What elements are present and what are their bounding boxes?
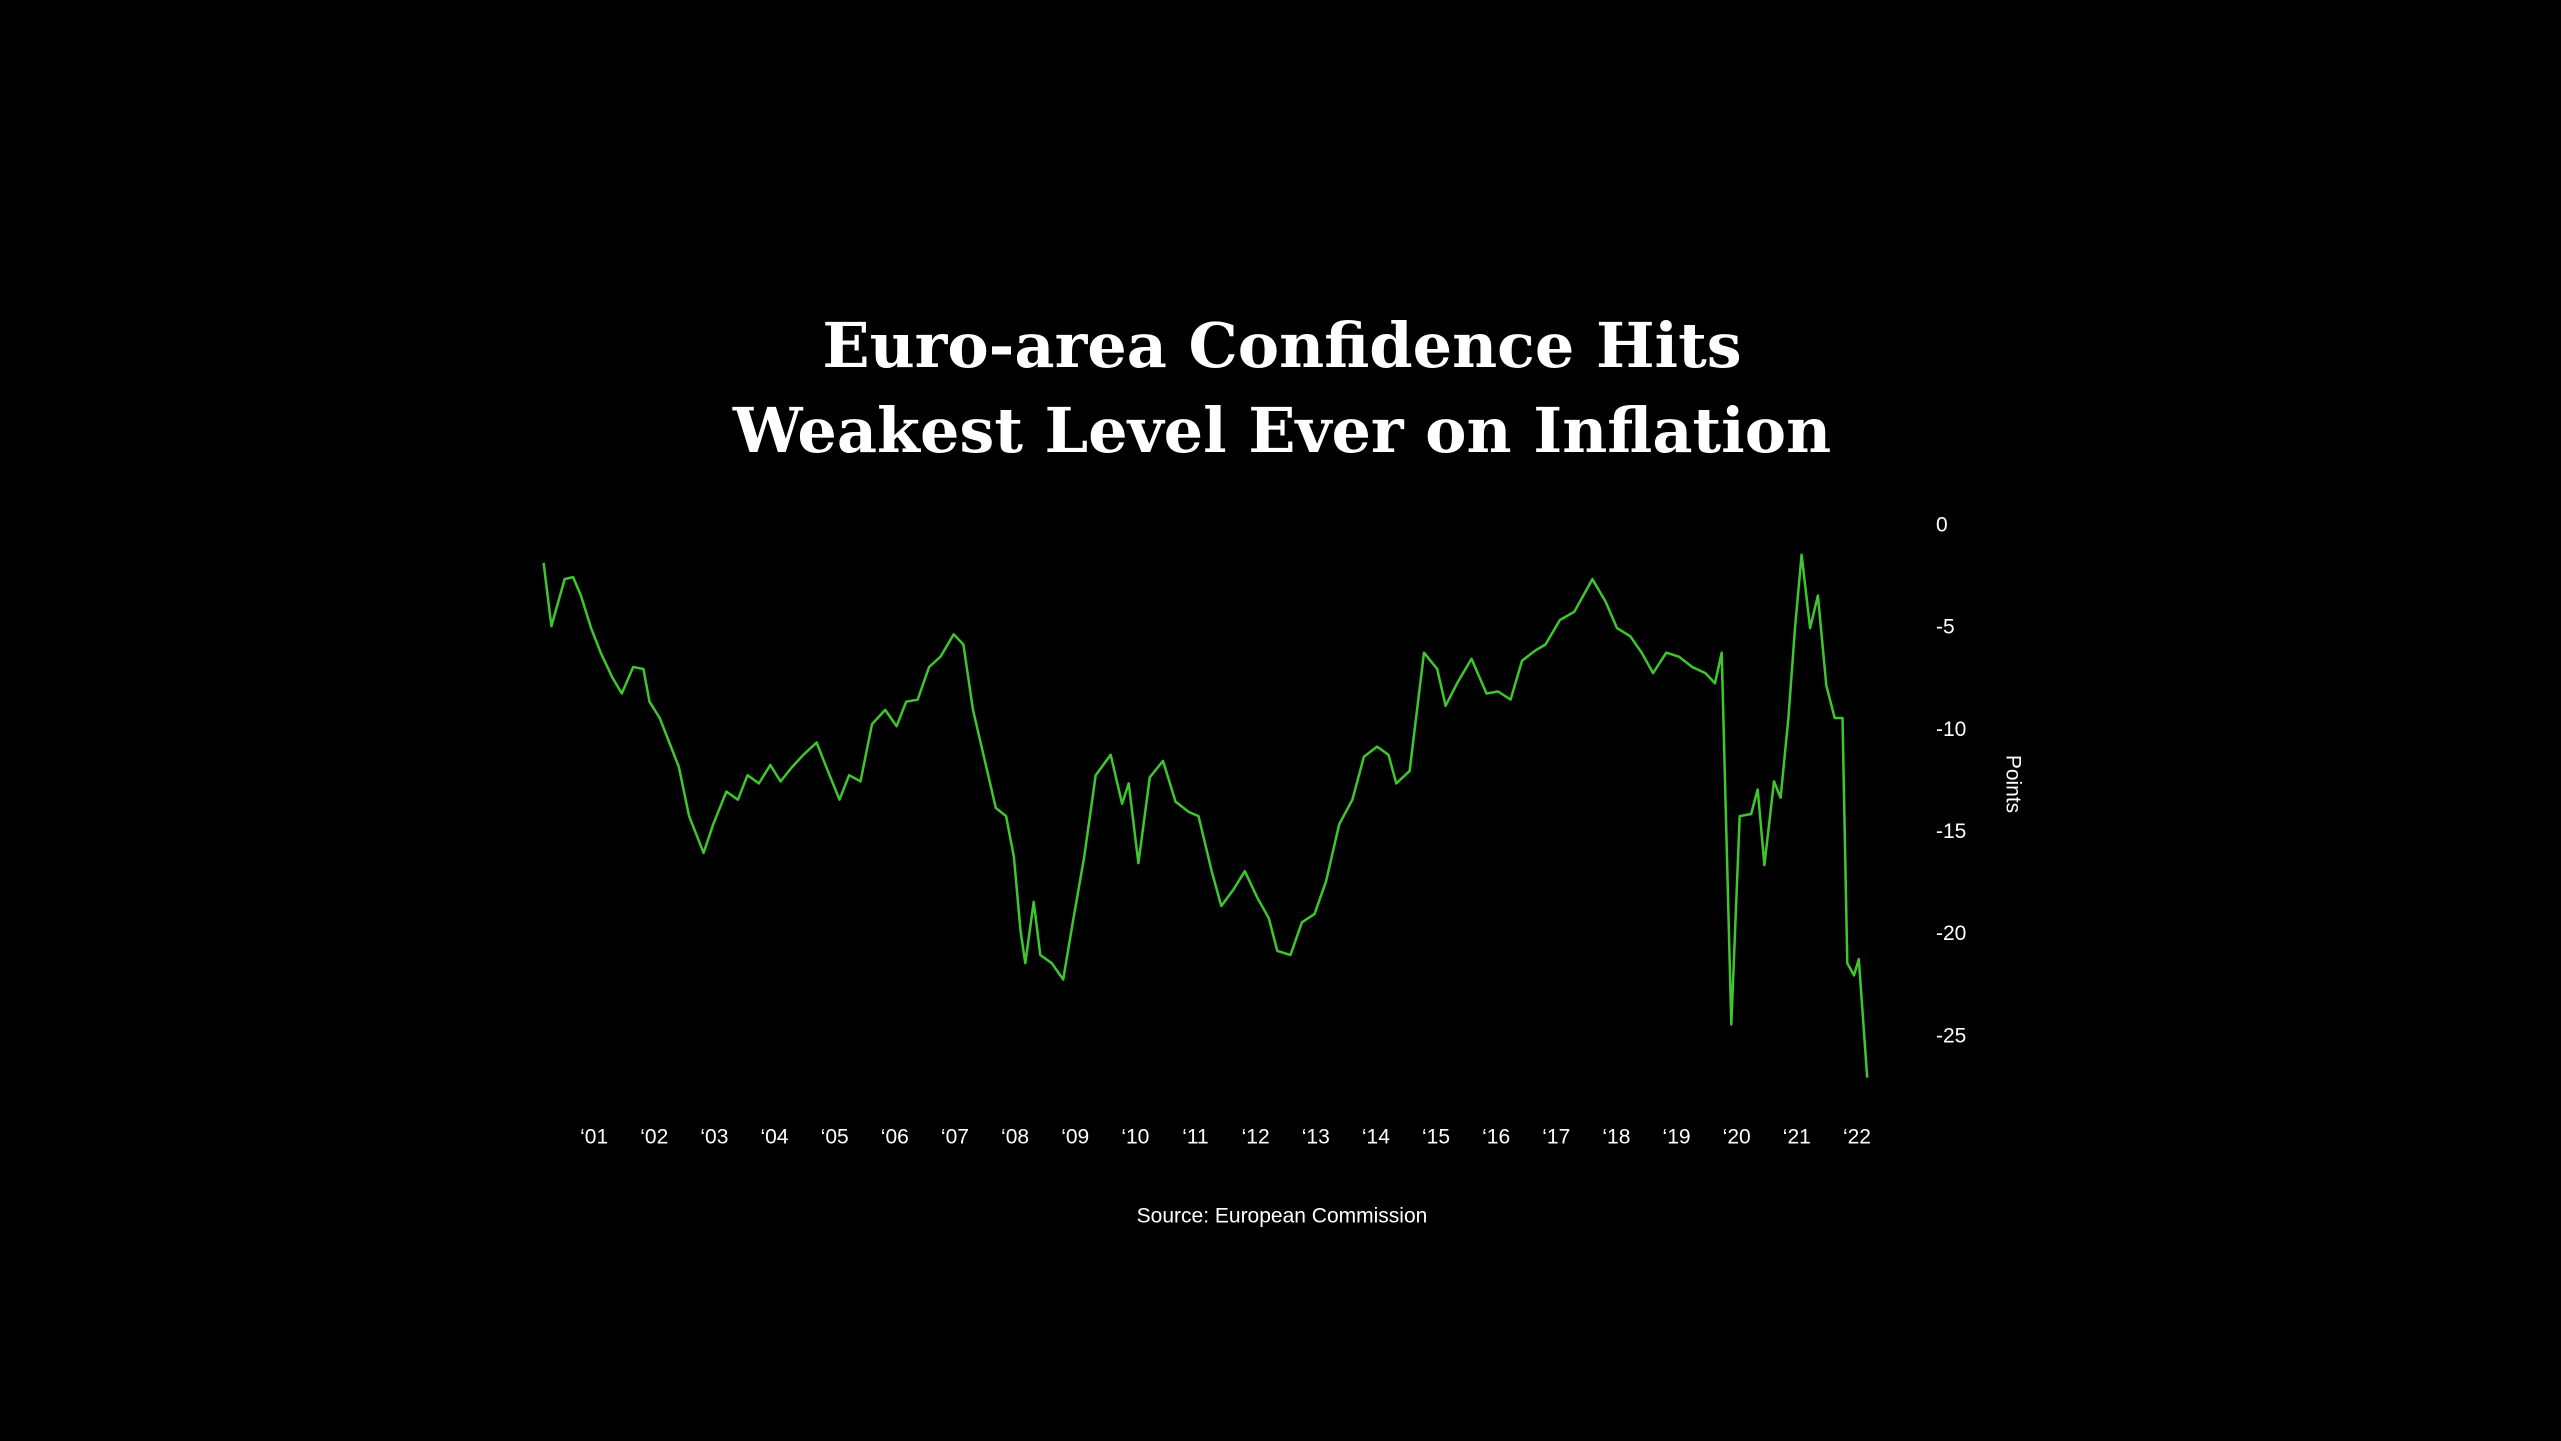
x-tick-label: ‘20 bbox=[1723, 1126, 1751, 1149]
source: Source: European Commission bbox=[1137, 1205, 1428, 1228]
x-tick-label: ‘16 bbox=[1482, 1126, 1510, 1149]
y-tick-label: -15 bbox=[1936, 820, 1966, 843]
x-tick-label: ‘08 bbox=[1001, 1126, 1029, 1149]
x-tick-label: ‘06 bbox=[881, 1126, 909, 1149]
x-tick-label: ‘15 bbox=[1422, 1126, 1450, 1149]
x-tick-label: ‘10 bbox=[1121, 1126, 1149, 1149]
x-tick-label: ‘18 bbox=[1602, 1126, 1630, 1149]
x-tick-label: ‘22 bbox=[1843, 1126, 1871, 1149]
x-tick-label: ‘12 bbox=[1242, 1126, 1270, 1149]
x-tick-label: ‘17 bbox=[1542, 1126, 1570, 1149]
x-tick-label: ‘04 bbox=[761, 1126, 789, 1149]
x-tick-label: ‘13 bbox=[1302, 1126, 1330, 1149]
x-tick-label: ‘21 bbox=[1783, 1126, 1811, 1149]
y-tick-label: -10 bbox=[1936, 718, 1966, 741]
x-tick-label: ‘03 bbox=[700, 1126, 728, 1149]
chart-title: Weakest Level Ever on Inflation bbox=[732, 394, 1831, 467]
line bbox=[542, 553, 1869, 1078]
y-axis-label: Points bbox=[2001, 755, 2024, 813]
x-tick-label: ‘11 bbox=[1182, 1126, 1208, 1149]
y-tick-label: -5 bbox=[1936, 616, 1955, 639]
x-tick-label: ‘01 bbox=[580, 1126, 608, 1149]
x-tick-label: ‘05 bbox=[821, 1126, 849, 1149]
chart-title: Euro-area Confidence Hits bbox=[822, 309, 1741, 382]
y-tick-label: 0 bbox=[1936, 514, 1948, 537]
x-tick-label: ‘09 bbox=[1061, 1126, 1089, 1149]
x-tick-label: ‘02 bbox=[640, 1126, 668, 1149]
y-tick-label: -20 bbox=[1936, 922, 1966, 945]
y-tick-label: -25 bbox=[1936, 1024, 1966, 1047]
x-tick-label: ‘14 bbox=[1362, 1126, 1390, 1149]
x-tick-label: ‘19 bbox=[1663, 1126, 1691, 1149]
x-tick-label: ‘07 bbox=[941, 1126, 969, 1149]
